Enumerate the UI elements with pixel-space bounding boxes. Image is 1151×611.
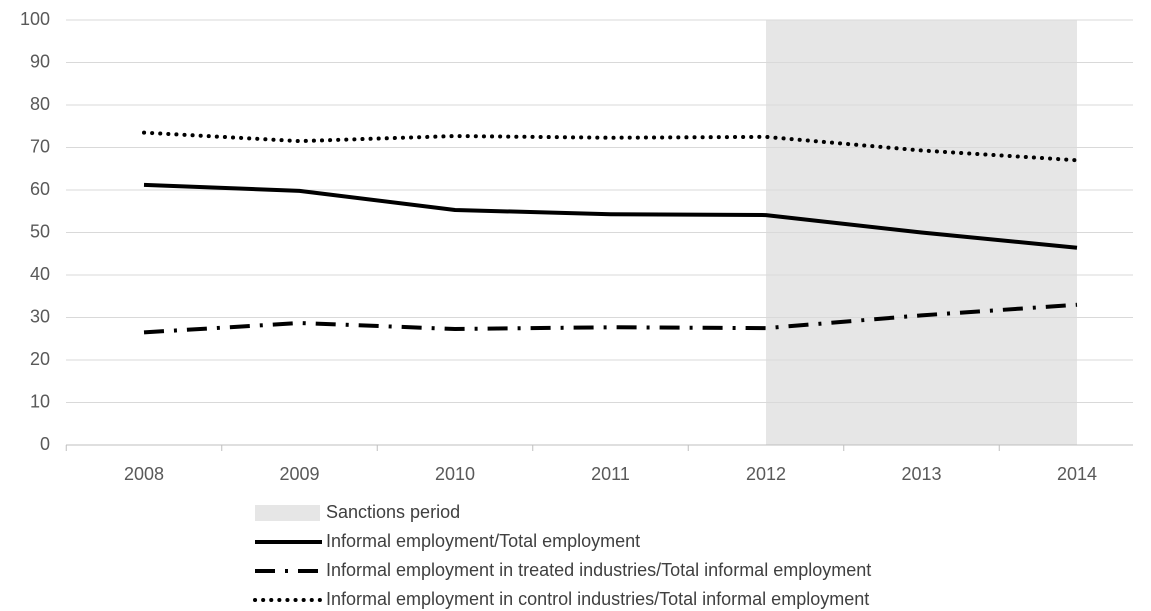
x-tick-label: 2010 <box>435 464 475 484</box>
x-tick-label: 2014 <box>1057 464 1097 484</box>
series-line <box>143 182 1078 250</box>
series-line <box>143 302 1078 335</box>
legend-label: Informal employment/Total employment <box>326 531 640 551</box>
y-tick-label: 100 <box>20 9 50 29</box>
y-tick-label: 10 <box>30 391 50 411</box>
legend-label: Sanctions period <box>326 502 460 522</box>
y-tick-label: 50 <box>30 221 50 241</box>
x-tick-label: 2012 <box>746 464 786 484</box>
x-tick-label: 2008 <box>124 464 164 484</box>
y-tick-label: 30 <box>30 306 50 326</box>
y-tick-label: 70 <box>30 136 50 156</box>
legend-label: Informal employment in treated industrie… <box>326 560 871 580</box>
legend-label: Informal employment in control industrie… <box>326 589 869 609</box>
y-tick-label: 40 <box>30 264 50 284</box>
y-tick-label: 0 <box>40 434 50 454</box>
legend-swatch <box>255 505 320 521</box>
x-tick-label: 2011 <box>591 464 630 484</box>
y-tick-label: 80 <box>30 94 50 114</box>
y-tick-label: 60 <box>30 179 50 199</box>
y-tick-label: 20 <box>30 349 50 369</box>
x-tick-label: 2013 <box>901 464 941 484</box>
series-line <box>142 130 1079 163</box>
x-tick-label: 2009 <box>279 464 319 484</box>
y-tick-label: 90 <box>30 51 50 71</box>
